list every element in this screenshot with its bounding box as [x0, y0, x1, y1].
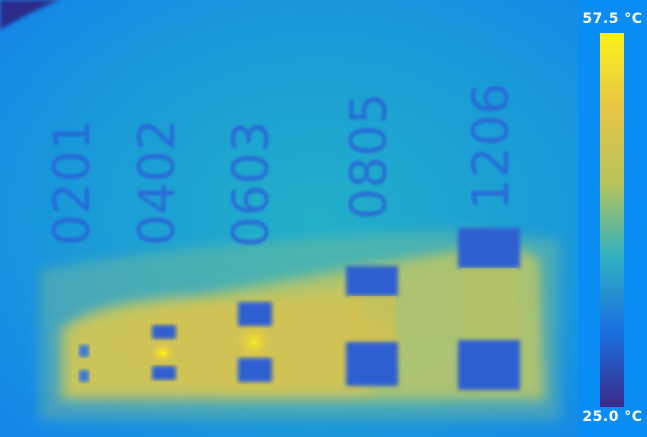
temperature-scale: 57.5 °C 25.0 °C — [578, 0, 647, 437]
thermal-image: 0201 0402 0603 0805 1206 — [0, 0, 580, 437]
colorbar — [600, 33, 624, 407]
package-label-0805: 0805 — [340, 92, 398, 220]
component-0402 — [151, 325, 176, 380]
component-0603 — [236, 302, 272, 382]
scale-min-label: 25.0 °C — [582, 409, 643, 425]
package-label-0603: 0603 — [222, 120, 280, 248]
component-1206 — [458, 228, 520, 390]
package-label-0402: 0402 — [128, 118, 186, 246]
component-0805 — [346, 266, 398, 386]
package-label-0201: 0201 — [43, 118, 101, 246]
scale-max-label: 57.5 °C — [582, 11, 643, 27]
component-0201 — [79, 345, 89, 382]
package-label-1206: 1206 — [462, 82, 520, 210]
